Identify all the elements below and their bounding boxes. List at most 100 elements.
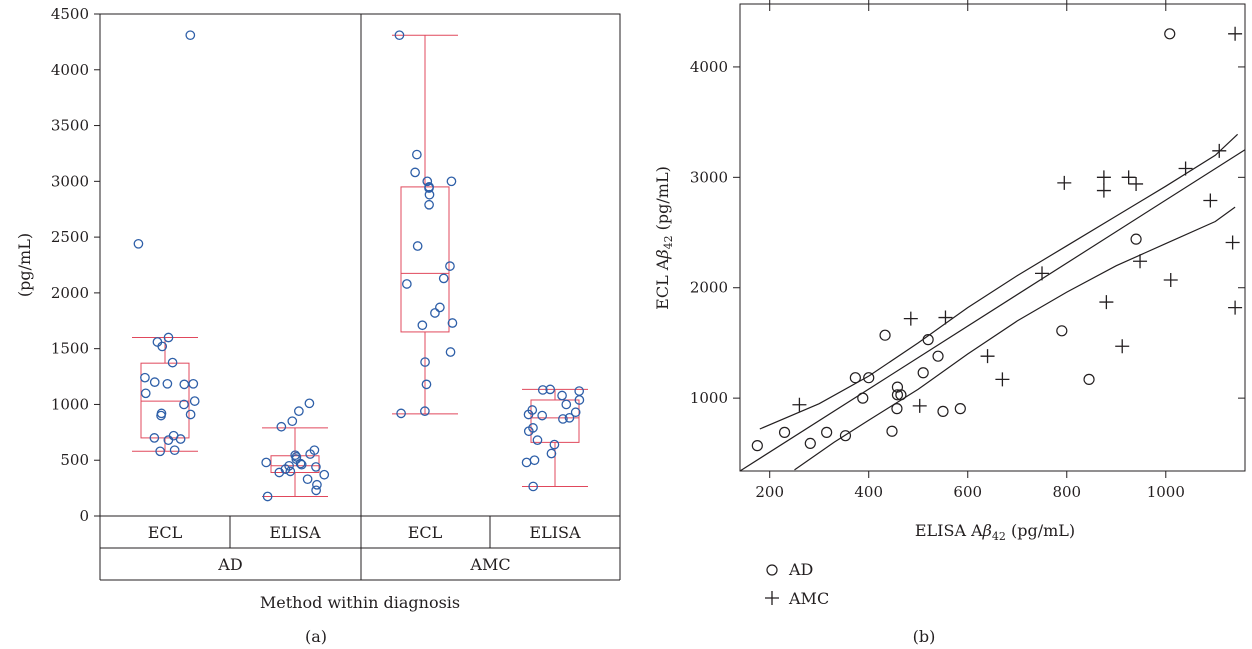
- y-tick-label: 3000: [690, 168, 728, 186]
- data-point: [262, 491, 273, 502]
- y-tick-label: 1000: [690, 389, 728, 407]
- data-point: [570, 407, 581, 418]
- data-point: [294, 406, 304, 416]
- data-point: [163, 332, 174, 343]
- data-point: [167, 357, 178, 368]
- data-point: [523, 426, 534, 437]
- data-point-amc: [1133, 254, 1148, 269]
- data-point: [561, 399, 572, 410]
- legend-label-amc: AMC: [788, 589, 829, 608]
- data-point-ad: [932, 350, 944, 362]
- data-point: [523, 409, 534, 420]
- data-point: [274, 467, 285, 478]
- data-point-ad: [1056, 325, 1068, 337]
- data-point-ad: [863, 372, 875, 384]
- x-tick-label: 800: [1052, 483, 1081, 501]
- data-point: [189, 396, 200, 406]
- x-axis-label-sub: 42: [992, 530, 1006, 543]
- data-point: [185, 30, 196, 41]
- data-point: [133, 238, 144, 249]
- y-tick-label: 2000: [690, 279, 728, 297]
- data-point-amc: [1121, 170, 1136, 185]
- data-point: [445, 347, 456, 357]
- data-point: [140, 388, 151, 399]
- data-point: [285, 466, 296, 477]
- category-label: ECL: [148, 523, 183, 542]
- y-tick-label: 3500: [51, 117, 89, 135]
- data-point-ad: [922, 334, 934, 346]
- category-label: ELISA: [269, 523, 321, 542]
- data-point: [157, 341, 168, 352]
- legend-label-ad: AD: [788, 560, 813, 579]
- data-point-ad: [804, 437, 816, 449]
- data-point-amc: [995, 372, 1010, 387]
- data-point: [424, 183, 434, 193]
- data-point: [175, 434, 186, 444]
- data-point-ad: [879, 329, 891, 341]
- x-axis-label-unit: (pg/mL): [1006, 521, 1075, 540]
- data-point-amc: [1163, 273, 1178, 288]
- data-point: [424, 199, 434, 210]
- data-point: [163, 435, 174, 445]
- y-tick-label: 1000: [51, 395, 89, 413]
- data-point: [290, 450, 301, 461]
- data-point: [424, 189, 435, 200]
- data-point: [296, 459, 307, 470]
- data-point-ad: [849, 372, 861, 384]
- data-point: [557, 390, 567, 401]
- legend-plus-icon: [765, 591, 779, 605]
- data-point: [162, 378, 173, 389]
- data-point-amc: [912, 398, 927, 413]
- data-point: [445, 261, 455, 271]
- data-point-amc: [938, 310, 953, 325]
- data-point: [402, 279, 412, 289]
- y-tick-label: 0: [79, 507, 89, 525]
- data-point-amc: [1115, 339, 1130, 354]
- data-point: [276, 421, 287, 432]
- regression-line: [739, 149, 1246, 472]
- data-point-amc: [1228, 300, 1243, 315]
- plot-frame: [99, 13, 621, 517]
- panel-a-box-plot: 0 500 1000 1500 2000 2500 3000 3500 4000 4500 (pg/…: [15, 5, 621, 646]
- data-point: [435, 302, 445, 313]
- data-point: [140, 372, 150, 383]
- y-tick-label: 4500: [51, 5, 89, 23]
- group-label: AD: [217, 555, 242, 574]
- category-label: ECL: [408, 523, 443, 542]
- data-point: [549, 439, 560, 450]
- data-point: [438, 273, 449, 284]
- data-point: [417, 320, 428, 331]
- data-point-amc: [1212, 143, 1227, 158]
- data-point-amc: [1099, 295, 1114, 310]
- data-point: [421, 379, 432, 390]
- data-point-ad: [857, 392, 869, 404]
- data-point: [305, 449, 316, 459]
- data-point-ad: [895, 389, 907, 401]
- data-point-amc: [903, 311, 918, 326]
- data-point-amc: [1129, 176, 1144, 191]
- data-point-amc: [1203, 193, 1218, 208]
- data-point-ad: [751, 440, 763, 452]
- data-point: [312, 479, 322, 490]
- x-tick-label: 400: [854, 483, 883, 501]
- x-axis-label-beta: β: [982, 521, 992, 540]
- y-axis-label-text: ECL A: [653, 258, 672, 310]
- data-point-amc: [1225, 235, 1240, 250]
- data-point-amc: [792, 397, 807, 412]
- confidence-band-lower: [794, 206, 1236, 471]
- y-tick-label: 2500: [51, 228, 89, 246]
- data-point-amc: [1096, 183, 1111, 198]
- y-tick-label: 4000: [690, 58, 728, 76]
- y-axis-label: (pg/mL): [15, 233, 34, 297]
- y-tick-label: 4000: [51, 61, 89, 79]
- y-tick-label: 500: [60, 451, 89, 469]
- data-point: [430, 308, 440, 318]
- data-point: [446, 176, 457, 187]
- data-point: [169, 445, 180, 456]
- iqr-box: [530, 399, 580, 443]
- data-point-ad: [821, 426, 833, 438]
- legend-circle-icon: [766, 564, 778, 576]
- data-point: [185, 409, 196, 420]
